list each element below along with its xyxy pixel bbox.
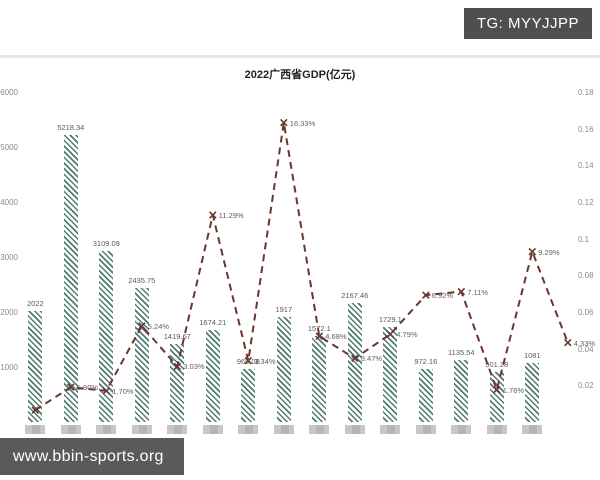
- line-percent-label: 4.68%: [325, 332, 347, 342]
- bar: [241, 368, 256, 422]
- bar-value-label: 1135.54: [448, 347, 475, 357]
- line-point-marker: [244, 357, 253, 365]
- x-axis-label-redacted: [25, 425, 46, 434]
- x-axis-label-redacted: [486, 425, 507, 434]
- line-percent-label: 6.92%: [431, 291, 454, 301]
- bar: [276, 316, 291, 422]
- left-axis-tick: 6000: [0, 88, 18, 97]
- bar-value-label: 3109.09: [92, 239, 120, 248]
- line-percent-label: 16.33%: [289, 118, 316, 128]
- bar: [170, 343, 185, 422]
- line-percent-label: 11.29%: [218, 211, 244, 221]
- bar: [63, 134, 78, 422]
- x-axis-label-redacted: [202, 425, 223, 434]
- left-axis-tick: 4000: [0, 198, 18, 207]
- bar: [28, 310, 43, 422]
- bar: [489, 372, 504, 422]
- bar-value-label: 1419.67: [163, 331, 191, 341]
- right-axis-tick: 0.08: [578, 271, 594, 281]
- bar-value-label: 901.28: [485, 360, 509, 370]
- bar-value-label: 1081: [523, 350, 541, 360]
- line-percent-label: 4.33%: [573, 338, 596, 348]
- bar-value-label: 2435.75: [128, 276, 156, 286]
- x-axis-label-redacted: [60, 425, 81, 434]
- x-axis-label-redacted: [380, 425, 401, 434]
- bar: [454, 359, 469, 422]
- bar: [525, 362, 540, 422]
- line-point-marker: [386, 330, 395, 338]
- left-axis-tick: 2000: [0, 308, 18, 317]
- line-percent-label: 7.11%: [467, 287, 489, 297]
- x-axis-label-redacted: [344, 425, 365, 434]
- line-percent-label: 3.34%: [254, 356, 276, 366]
- right-axis-tick: 0.14: [578, 161, 594, 171]
- right-axis-tick: 0.18: [578, 88, 594, 97]
- line-point-marker: [564, 338, 572, 347]
- bar-value-label: 2022: [26, 298, 44, 308]
- line-percent-label: 9.29%: [538, 247, 560, 257]
- line-point-marker: [31, 406, 40, 414]
- line-point-marker: [351, 354, 359, 363]
- line-point-marker: [528, 247, 537, 256]
- bar-value-label: 1917: [275, 304, 293, 314]
- bar: [99, 251, 114, 422]
- left-axis-tick: 5000: [0, 143, 18, 152]
- right-axis-tick: 0.1: [578, 234, 590, 244]
- line-percent-label: 3.47%: [360, 354, 383, 364]
- line-point-marker: [102, 387, 111, 395]
- x-axis-label-redacted: [451, 425, 472, 434]
- line-point-marker: [209, 211, 217, 219]
- watermark: www.bbin-sports.org: [0, 438, 184, 475]
- bar-value-label: 5218.34: [57, 122, 85, 132]
- x-axis-label-redacted: [96, 425, 117, 434]
- bar: [312, 335, 327, 422]
- line-percent-label: 1.76%: [502, 385, 525, 395]
- bar-value-label: 1674.21: [199, 317, 227, 327]
- line-point-marker: [173, 362, 182, 371]
- bar: [418, 368, 433, 422]
- line-percent-label: 5.24%: [147, 321, 170, 331]
- bar-value-label: 2167.46: [341, 290, 369, 300]
- line-percent-label: 1.90%: [76, 383, 99, 393]
- right-axis-tick: 0.06: [578, 308, 594, 317]
- bar-value-label: 1572.1: [307, 323, 331, 333]
- right-axis-tick: 0.12: [578, 198, 594, 207]
- bar-value-label: 972.16: [414, 356, 438, 366]
- chart-title: 2022广西省GDP(亿元): [244, 69, 356, 81]
- bar: [134, 288, 149, 422]
- right-axis-tick: 0.16: [578, 124, 594, 134]
- line-point-marker: [138, 322, 146, 330]
- line-point-marker: [67, 383, 75, 391]
- right-axis-tick: 0.04: [578, 344, 594, 354]
- x-axis-label-redacted: [309, 425, 330, 434]
- x-axis-label-redacted: [131, 425, 152, 434]
- x-axis-label-redacted: [167, 425, 188, 434]
- trend-line: [34, 122, 569, 411]
- left-axis-tick: 3000: [0, 253, 18, 262]
- tg-badge: TG: MYYJJPP: [463, 8, 592, 39]
- x-axis-label-redacted: [273, 425, 294, 434]
- header-divider: [0, 55, 600, 58]
- line-point-marker: [422, 291, 430, 299]
- right-axis-tick: 0.02: [578, 381, 594, 391]
- x-axis-label-redacted: [522, 425, 543, 434]
- bar: [383, 326, 398, 422]
- x-axis-label-redacted: [238, 425, 259, 434]
- x-axis-label-redacted: [415, 425, 436, 434]
- bar-value-label: 968.08: [236, 356, 260, 366]
- line-percent-label: 3.03%: [183, 362, 205, 372]
- bar: [205, 329, 220, 422]
- left-axis-tick: 1000: [0, 363, 18, 372]
- bar-value-label: 1729.1: [378, 314, 402, 324]
- line-point-marker: [280, 118, 288, 127]
- line-percent-label: 1.70%: [112, 386, 134, 396]
- line-point-marker: [493, 385, 501, 394]
- line-percent-label: 4.79%: [396, 330, 418, 340]
- line-point-marker: [457, 287, 466, 296]
- bar: [347, 302, 362, 422]
- line-point-marker: [315, 332, 324, 340]
